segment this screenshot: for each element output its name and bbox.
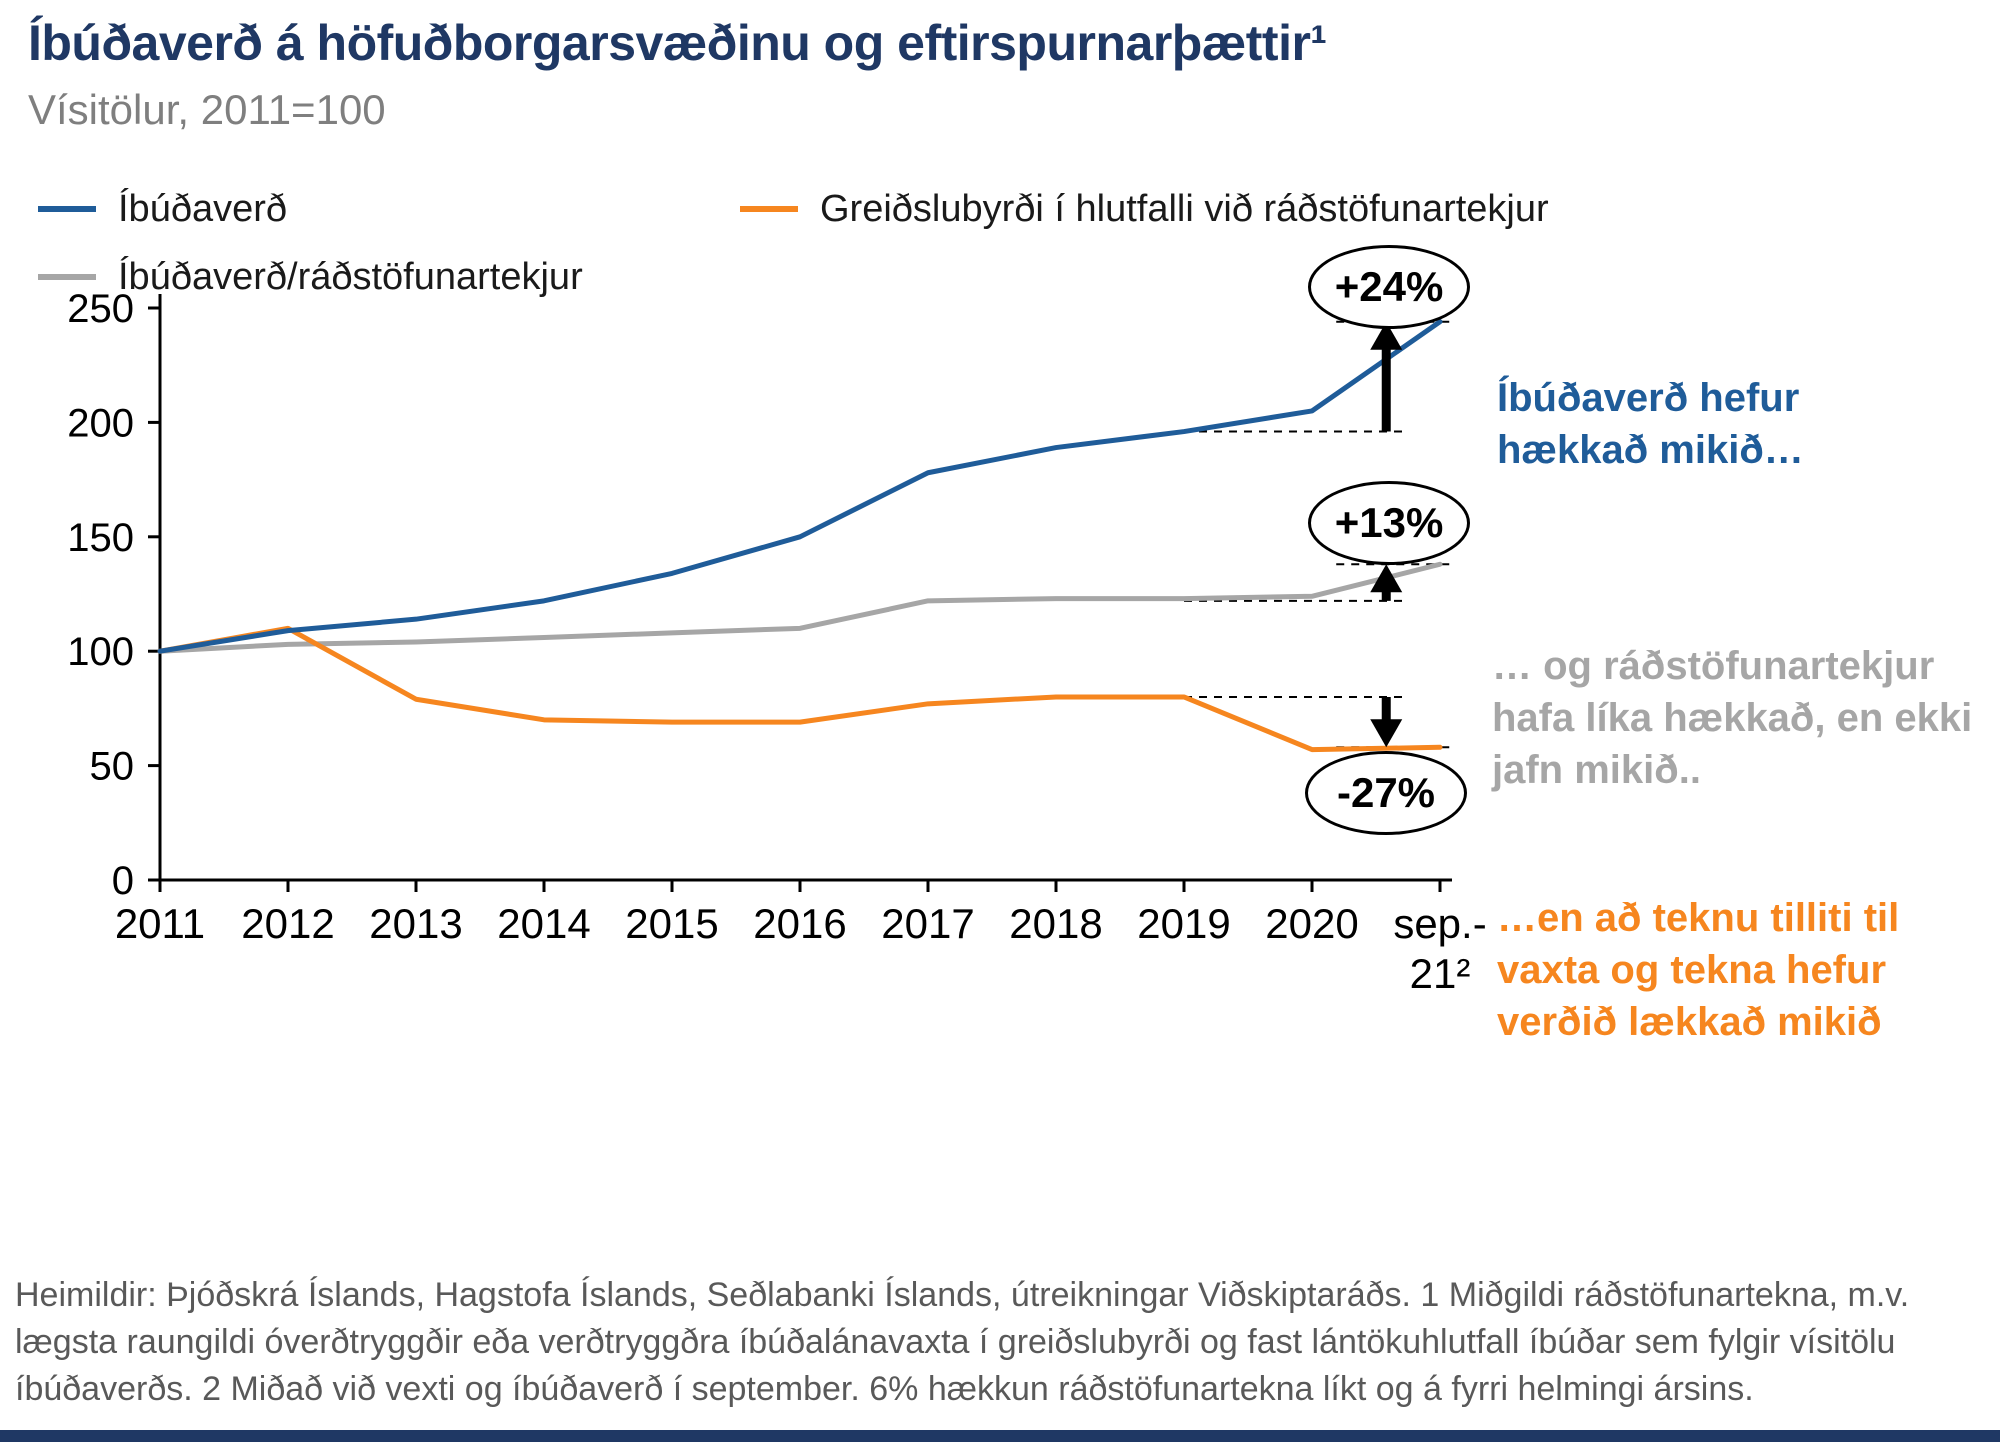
legend-row-1: Íbúðaverð Greiðslubyrði í hlutfalli við … [38, 186, 1549, 232]
legend-row-2: Íbúðaverð/ráðstöfunartekjur [38, 254, 1549, 300]
annotation-text-income: … og ráðstöfunartekjur hafa líka hækkað,… [1492, 644, 1973, 792]
y-tick-label: 0 [112, 859, 134, 903]
x-tick-label: 2014 [497, 900, 590, 947]
badge-minus-27-percent: -27% [1305, 751, 1467, 835]
x-tick-label: 21² [1410, 950, 1471, 997]
series-line-0 [157, 319, 1443, 654]
series-line-2 [157, 625, 1443, 753]
legend: Íbúðaverð Greiðslubyrði í hlutfalli við … [38, 186, 1549, 322]
x-tick-label: 2012 [241, 900, 334, 947]
legend-swatch-gray [38, 274, 96, 280]
x-tick-label: 2018 [1009, 900, 1102, 947]
y-tick-label: 150 [67, 516, 134, 560]
x-tick-label: sep.- [1393, 900, 1486, 947]
annotation-text-housing-price: Íbúðaverð hefur hækkað mikið… [1497, 376, 1804, 472]
x-tick-label: 2020 [1265, 900, 1358, 947]
x-tick-label: 2013 [369, 900, 462, 947]
source-note: Heimildir: Þjóðskrá Íslands, Hagstofa Ís… [15, 1276, 1910, 1408]
legend-label-greidslubyrdi: Greiðslubyrði í hlutfalli við ráðstöfuna… [820, 187, 1549, 230]
legend-item-ibudaverd: Íbúðaverð [38, 188, 740, 231]
x-tick-label: 2016 [753, 900, 846, 947]
annotation-arrowhead [1370, 564, 1403, 593]
y-tick-label: 50 [90, 745, 135, 789]
annotation-arrowhead [1370, 719, 1403, 748]
page-subtitle: Vísitölur, 2011=100 [28, 86, 386, 133]
accent-bar [0, 1430, 2000, 1442]
x-tick-label: 2019 [1137, 900, 1230, 947]
legend-label-ibudaverd: Íbúðaverð [118, 187, 288, 230]
x-tick-label: 2017 [881, 900, 974, 947]
y-tick-label: 200 [67, 401, 134, 445]
badge-plus-13-percent: +13% [1308, 481, 1470, 565]
x-tick-label: 2015 [625, 900, 718, 947]
legend-swatch-orange [740, 206, 798, 212]
annotation-text-payment-burden: …en að teknu tilliti til vaxta og tekna … [1497, 896, 1900, 1044]
legend-item-ratio: Íbúðaverð/ráðstöfunartekjur [38, 256, 583, 299]
legend-label-ratio: Íbúðaverð/ráðstöfunartekjur [118, 255, 583, 298]
x-tick-label: 2011 [115, 900, 205, 947]
series-line-1 [157, 561, 1443, 654]
page-title: Íbúðaverð á höfuðborgarsvæðinu og eftirs… [28, 15, 1327, 71]
badge-plus-24-percent: +24% [1308, 245, 1470, 329]
legend-swatch-blue [38, 206, 96, 212]
y-tick-label: 100 [67, 630, 134, 674]
legend-item-greidslubyrdi: Greiðslubyrði í hlutfalli við ráðstöfuna… [740, 188, 1549, 231]
